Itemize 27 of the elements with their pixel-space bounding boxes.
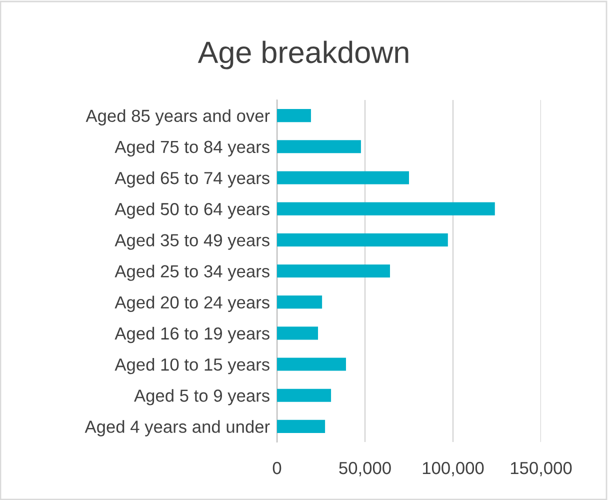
- bar: [277, 326, 318, 340]
- bar: [277, 264, 390, 278]
- bar: [277, 140, 361, 154]
- bar: [277, 202, 495, 216]
- bar: [277, 171, 409, 184]
- bar: [277, 420, 326, 433]
- bar: [277, 388, 332, 402]
- y-tick-label: Aged 20 to 24 years: [114, 296, 270, 312]
- x-tick-label: 100,000: [422, 462, 484, 476]
- x-tick-label: 50,000: [339, 462, 391, 476]
- y-tick-label: Aged 5 to 9 years: [134, 389, 270, 406]
- bar: [277, 233, 448, 246]
- y-tick-label: Aged 65 to 74 years: [114, 171, 270, 188]
- chart-title: Age breakdown: [198, 40, 408, 70]
- y-tick-label: Aged 50 to 64 years: [114, 202, 270, 219]
- x-tick-label: 0: [272, 462, 282, 474]
- y-tick-label: Aged 4 years and under: [84, 420, 270, 436]
- x-tick-label: 150,000: [510, 462, 572, 476]
- y-tick-label: Aged 16 to 19 years: [114, 326, 270, 344]
- bar: [277, 296, 322, 309]
- y-tick-label: Aged 10 to 15 years: [114, 358, 270, 374]
- bar: [277, 109, 311, 122]
- y-tick-label: Aged 75 to 84 years: [114, 140, 270, 157]
- y-tick-label: Aged 85 years and over: [86, 109, 270, 126]
- y-tick-label: Aged 25 to 34 years: [114, 264, 270, 281]
- y-tick-label: Aged 35 to 49 years: [114, 234, 270, 250]
- bar: [277, 358, 346, 371]
